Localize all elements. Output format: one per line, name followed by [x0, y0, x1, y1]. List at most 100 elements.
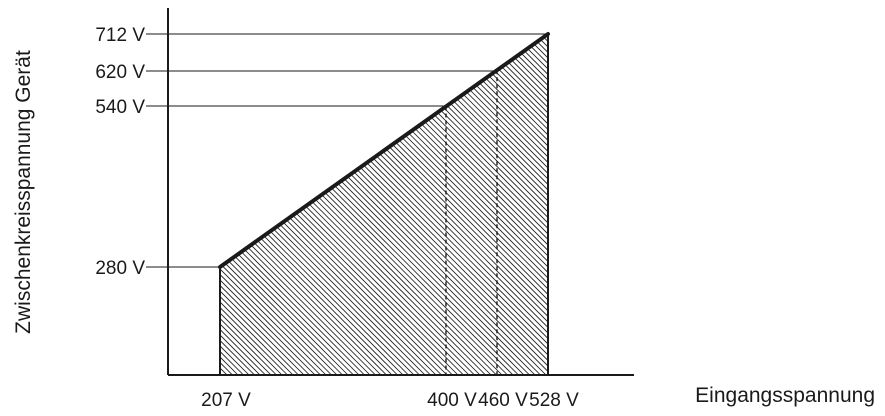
hatch-line: [258, 34, 548, 375]
hatch-line: [220, 34, 300, 375]
hatch-line: [220, 34, 531, 375]
y-axis-label: Zwischenkreisspannung Gerät: [12, 50, 35, 334]
hatch-line: [445, 34, 548, 375]
hatch-line: [710, 0, 885, 416]
x-tick-labels: 207 V 400 V 460 V 528 V: [201, 390, 579, 411]
hatch-line: [573, 0, 885, 416]
hatch-line: [220, 34, 333, 375]
hatch-line: [220, 34, 394, 375]
hatch-line: [220, 34, 548, 375]
hatch-line: [220, 34, 388, 375]
hatch-line: [346, 34, 548, 375]
hatch-line: [313, 34, 548, 375]
hatch-line: [220, 34, 317, 375]
hatch-line: [341, 34, 548, 375]
hatch-line: [220, 34, 515, 375]
hatch-line: [220, 34, 427, 375]
hatch-line: [220, 34, 339, 375]
hatch-line: [765, 0, 885, 416]
hatch-line: [500, 34, 548, 375]
hatch-line: [716, 0, 885, 416]
hatch-line: [220, 34, 421, 375]
hatch-line: [330, 34, 548, 375]
hatch-line: [837, 0, 885, 416]
hatch-line: [308, 34, 548, 375]
hatch-line: [749, 0, 885, 416]
hatch-line: [275, 34, 548, 375]
x-tick-label: 400 V: [427, 390, 477, 411]
hatch-line: [771, 0, 885, 416]
hatch-line: [815, 0, 885, 416]
hatch-line: [456, 34, 548, 375]
hatch-line: [220, 34, 548, 375]
hatch-line: [0, 0, 3, 416]
hatch-line: [809, 0, 885, 416]
hatch-line: [489, 34, 548, 375]
hatch-line: [220, 34, 311, 375]
hatch-line: [672, 0, 885, 416]
hatch-line: [291, 34, 548, 375]
hatch-line: [220, 34, 355, 375]
hatch-line: [478, 34, 548, 375]
y-tick-label: 540 V: [95, 97, 145, 118]
hatch-line: [220, 34, 383, 375]
hatch-line: [220, 34, 548, 375]
hatch-line: [666, 0, 885, 416]
hatch-line: [870, 0, 885, 416]
hatch-line: [732, 0, 885, 416]
hatch-line: [220, 34, 548, 375]
hatch-line: [595, 0, 885, 416]
hatch-line: [220, 34, 295, 375]
hatch-line: [611, 0, 885, 416]
hatch-line: [522, 34, 548, 375]
hatch-line: [760, 0, 885, 416]
hatch-line: [754, 0, 885, 416]
hatch-line: [556, 0, 885, 416]
hatch-line: [584, 0, 885, 416]
hatch-line: [418, 34, 548, 375]
hatch-line: [567, 0, 885, 416]
hatch-line: [694, 0, 885, 416]
hatch-line: [220, 34, 306, 375]
hatch-line: [280, 34, 548, 375]
hatch-line: [617, 0, 885, 416]
hatch-line: [633, 0, 885, 416]
hatch-line: [220, 34, 548, 375]
hatch-line: [368, 34, 548, 375]
hatch-line: [677, 0, 885, 416]
hatch-line: [220, 34, 548, 375]
hatch-line: [225, 34, 548, 375]
hatch-line: [220, 34, 548, 375]
hatch-line: [407, 34, 548, 375]
hatch-line: [793, 0, 885, 416]
hatch-line: [721, 0, 885, 416]
hatch-line: [220, 34, 361, 375]
hatch-line: [401, 34, 548, 375]
x-axis-label: Eingangsspannung: [695, 384, 875, 407]
hatch-line: [220, 34, 328, 375]
hatch-line: [412, 34, 548, 375]
hatch-line: [462, 34, 548, 375]
hatch-line: [220, 34, 405, 375]
hatch-line: [578, 0, 885, 416]
y-tick-labels: 280 V 540 V 620 V 712 V: [95, 25, 145, 279]
hatch-line: [517, 34, 548, 375]
hatch-line: [820, 0, 885, 416]
hatch-line: [423, 34, 548, 375]
hatch-line: [650, 0, 885, 416]
hatch-line: [495, 34, 548, 375]
hatch-line: [220, 34, 548, 375]
hatch-line: [864, 0, 885, 416]
hatch-line: [396, 34, 548, 375]
hatch-line: [231, 34, 548, 375]
hatch-line: [600, 0, 885, 416]
x-tick-label: 460 V: [478, 390, 528, 411]
hatch-line: [683, 0, 885, 416]
hatch-line: [511, 34, 548, 375]
hatch-line: [220, 34, 548, 375]
hatch-line: [699, 0, 885, 416]
hatch-line: [0, 0, 8, 416]
hatch-line: [484, 34, 548, 375]
hatch-line: [220, 34, 526, 375]
hatch-line: [220, 34, 548, 375]
